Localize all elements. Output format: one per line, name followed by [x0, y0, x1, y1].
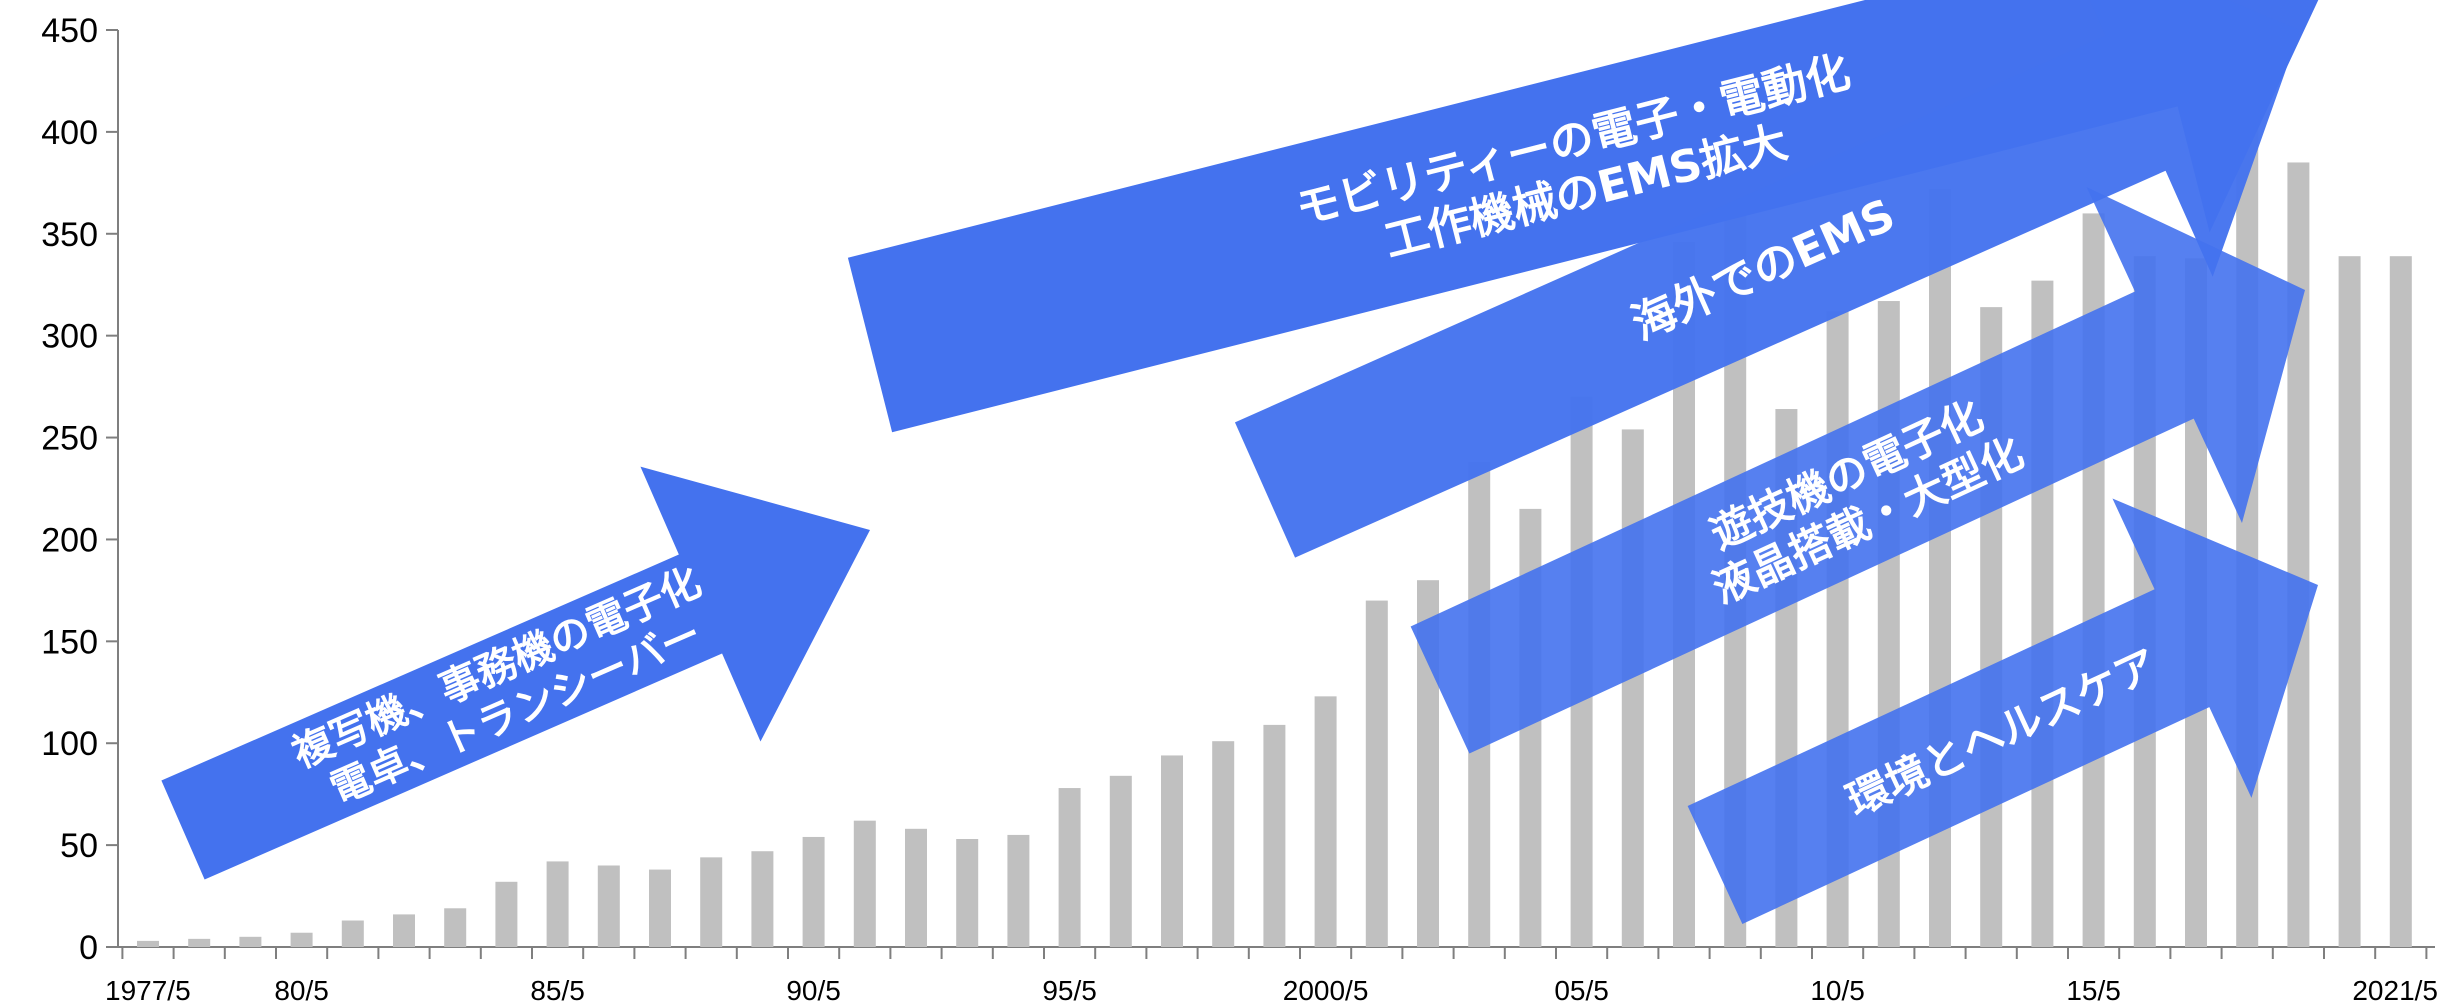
bar: [1314, 696, 1337, 947]
bar: [137, 940, 159, 947]
arrow-shape: [1234, 0, 2301, 558]
bar: [1109, 775, 1132, 947]
y-tick-label: 350: [41, 216, 98, 254]
bar: [188, 938, 211, 947]
bar: [546, 861, 569, 947]
x-tick-label: 95/5: [1042, 975, 1097, 1006]
bar: [1621, 429, 1644, 948]
y-tick-label: 200: [41, 521, 98, 559]
bar: [1058, 788, 1081, 947]
y-tick-label: 400: [41, 114, 98, 152]
x-tick-label: 2000/5: [1283, 975, 1369, 1006]
y-tick-label: 450: [41, 12, 98, 50]
bar: [2287, 162, 2310, 947]
y-tick-label: 0: [79, 929, 98, 967]
x-tick-label: 80/5: [274, 975, 329, 1006]
x-tick-label: 1977/5: [105, 975, 191, 1006]
bar: [1161, 755, 1183, 947]
bar: [1365, 600, 1388, 947]
x-tick-label: 90/5: [786, 975, 841, 1006]
x-tick-label: 10/5: [1810, 975, 1865, 1006]
bar: [1263, 724, 1286, 947]
x-tick-label: 15/5: [2066, 975, 2121, 1006]
bar: [495, 881, 518, 947]
bar: [239, 936, 262, 947]
bar: [2338, 256, 2361, 947]
bar: [700, 857, 723, 947]
bar: [2389, 256, 2412, 947]
arrow-shape: [847, 0, 2331, 433]
y-tick-label: 50: [60, 827, 98, 865]
bar: [956, 838, 979, 947]
bar: [444, 908, 467, 947]
bar: [341, 920, 364, 947]
y-tick-label: 300: [41, 318, 98, 356]
bar: [1007, 834, 1030, 947]
y-tick-label: 150: [41, 623, 98, 661]
bar: [597, 865, 620, 947]
bar: [751, 851, 774, 947]
bar: [802, 836, 825, 947]
bar: [649, 869, 671, 947]
bar: [393, 914, 415, 947]
arrow-shape: [1410, 187, 2306, 754]
y-tick-label: 250: [41, 420, 98, 458]
axes-layer: 0 50 100 150 200 250 300 350 400 450 1977/5 80/5 85/…: [41, 12, 2438, 1006]
x-tick-label: 05/5: [1554, 975, 1609, 1006]
bar: [853, 820, 876, 947]
y-tick-label: 100: [41, 725, 98, 763]
x-tick-label: 85/5: [530, 975, 585, 1006]
bar: [290, 932, 313, 947]
x-tick-label: 2021/5: [2352, 975, 2438, 1006]
arrow-shape: [161, 466, 871, 880]
bar: [1212, 741, 1235, 947]
bar: [905, 828, 927, 947]
arrow-shape: [1687, 498, 2319, 924]
